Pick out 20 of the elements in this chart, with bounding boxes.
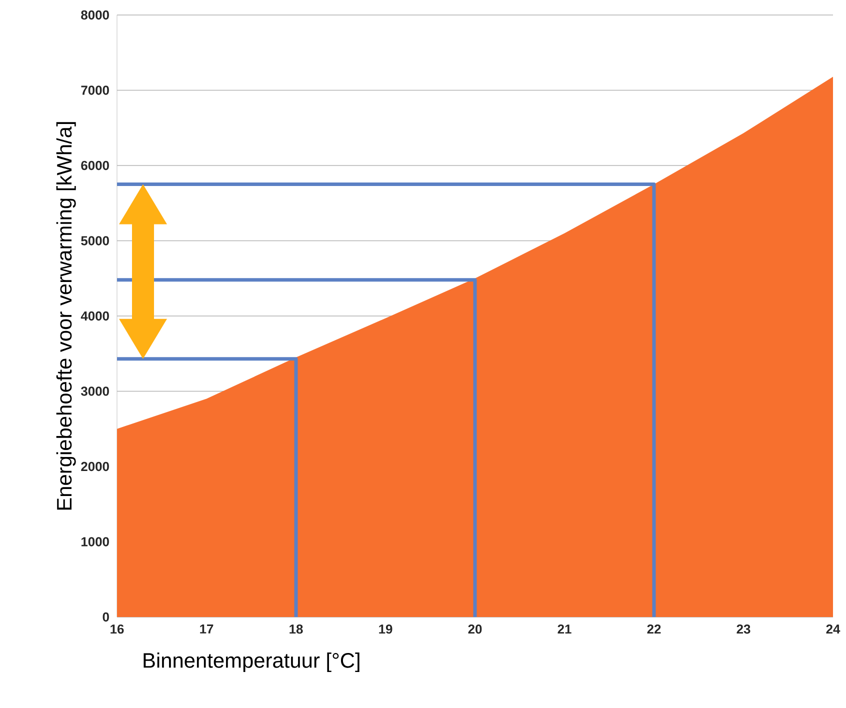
x-tick-label: 19 [379,624,392,634]
x-axis-title: Binnentemperatuur [°C] [144,652,360,672]
x-tick-label: 22 [647,624,661,634]
x-tick-label: 17 [200,624,214,634]
x-tick-label: 23 [736,624,750,634]
y-tick-label: 1000 [81,537,109,546]
y-tick-label: 2000 [81,462,109,472]
x-tick-label: 21 [558,624,572,634]
x-tick-label: 24 [826,624,840,634]
y-tick-label: 6000 [81,160,109,170]
x-tick-label: 20 [468,624,482,634]
y-axis-title: Energiebehoefte voor verwarming [kWh/a] [56,122,76,510]
y-tick-label: 5000 [81,236,109,246]
x-tick-label: 18 [290,624,303,634]
y-tick-label: 3000 [80,386,109,396]
x-tick-label: 16 [110,624,124,634]
y-tick-label: 0 [102,612,109,622]
y-tick-label: 7000 [81,86,109,95]
y-tick-label: 4000 [80,311,109,321]
y-tick-label: 8000 [81,10,109,20]
